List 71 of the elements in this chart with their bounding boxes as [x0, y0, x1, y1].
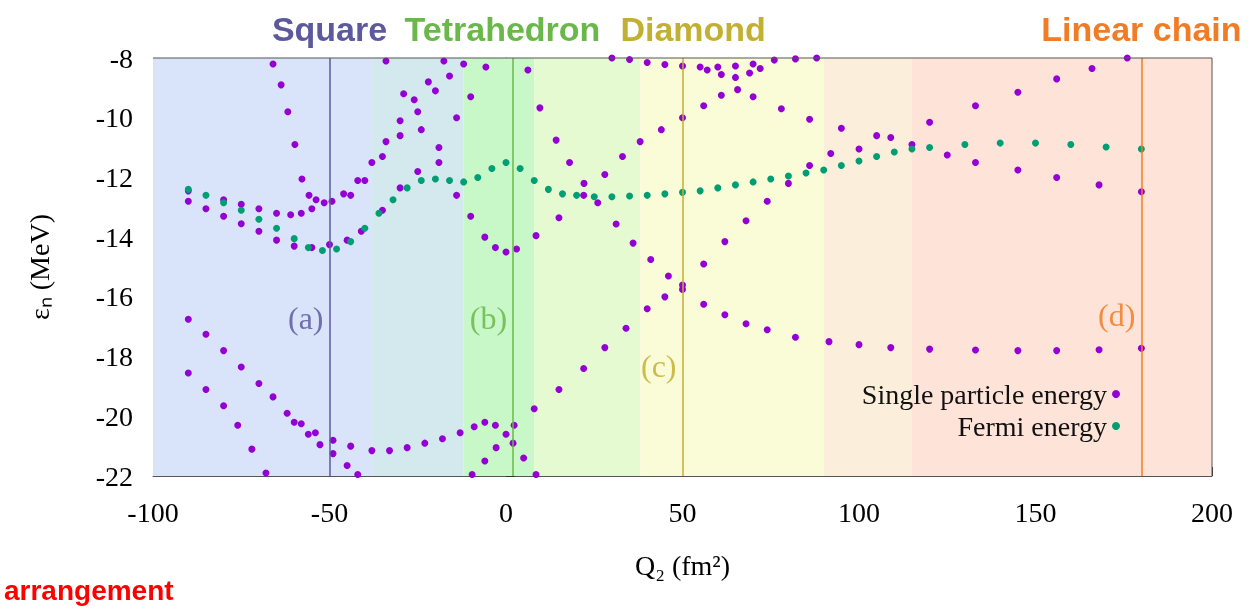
point [460, 178, 468, 186]
point [361, 224, 369, 232]
x-tick-label: -50 [310, 496, 349, 528]
x-tick-label: 200 [1191, 496, 1233, 528]
text: arrangement [4, 574, 174, 606]
x-axis-title: Q₂ (fm²) [634, 549, 731, 581]
point [304, 244, 312, 252]
x-tick-label: 150 [1014, 496, 1057, 528]
y-tick-label: -22 [95, 460, 133, 492]
ref-line-label: Linear chain [1041, 10, 1242, 48]
point [873, 153, 881, 161]
point [608, 193, 616, 201]
point [890, 148, 898, 156]
ref-line-label: Tetrahedron [404, 10, 601, 48]
y-tick-label: -18 [95, 341, 133, 373]
point [926, 144, 934, 152]
point [784, 172, 792, 180]
ref-line-label: Square [271, 10, 388, 48]
point [573, 191, 581, 199]
point [731, 181, 739, 189]
annotation: (b) [469, 299, 508, 336]
point [502, 159, 510, 166]
point [696, 187, 704, 195]
annotation: (a) [287, 299, 324, 336]
point [255, 215, 263, 223]
point [237, 206, 245, 214]
point [446, 176, 454, 184]
y-axis-title: εₙ (MeV) [23, 214, 55, 320]
y-tick-label: -10 [95, 102, 133, 134]
point [590, 193, 598, 201]
point [273, 224, 281, 232]
ref-line-label: Diamond [620, 10, 766, 48]
point [417, 176, 425, 184]
annotation: (d) [1098, 296, 1136, 333]
point [714, 184, 722, 192]
point [389, 196, 397, 204]
annotation: (c) [640, 347, 677, 384]
y-tick-label: -16 [95, 281, 133, 313]
point [530, 176, 538, 184]
point [202, 191, 210, 199]
point [474, 173, 482, 181]
y-tick-label: -14 [95, 221, 133, 253]
point [1067, 141, 1075, 149]
point [318, 247, 326, 255]
point [403, 184, 411, 192]
point [820, 166, 828, 174]
y-tick-label: -20 [95, 400, 133, 432]
point [544, 185, 552, 193]
point [626, 192, 634, 200]
legend-label: Fermi energy [957, 410, 1107, 442]
point [516, 164, 524, 172]
point [996, 139, 1004, 147]
point [431, 175, 439, 183]
point [333, 245, 341, 253]
point [488, 164, 496, 172]
x-tick-label: 0 [499, 496, 513, 528]
point [961, 141, 969, 149]
point [558, 190, 566, 198]
y-tick-label: -8 [109, 42, 133, 74]
y-tick-label: -12 [95, 161, 133, 193]
legend-label: Single particle energy [861, 378, 1107, 410]
point [767, 175, 775, 183]
x-tick-label: 100 [838, 496, 880, 528]
x-tick-label: -100 [127, 496, 179, 528]
point [290, 235, 298, 243]
point [837, 161, 845, 169]
point [643, 191, 651, 199]
point [347, 238, 355, 246]
x-tick-label: 50 [668, 496, 697, 528]
point [1032, 139, 1039, 147]
point [661, 190, 669, 198]
